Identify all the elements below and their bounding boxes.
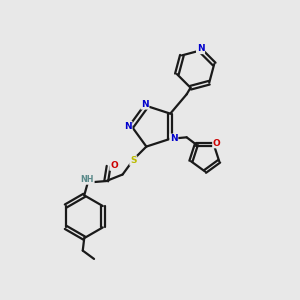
Text: N: N	[170, 134, 178, 143]
Text: N: N	[197, 44, 204, 53]
Text: O: O	[213, 139, 220, 148]
Text: NH: NH	[80, 175, 94, 184]
Text: S: S	[130, 156, 136, 165]
Text: N: N	[124, 122, 132, 131]
Text: N: N	[141, 100, 149, 109]
Text: O: O	[110, 161, 118, 170]
